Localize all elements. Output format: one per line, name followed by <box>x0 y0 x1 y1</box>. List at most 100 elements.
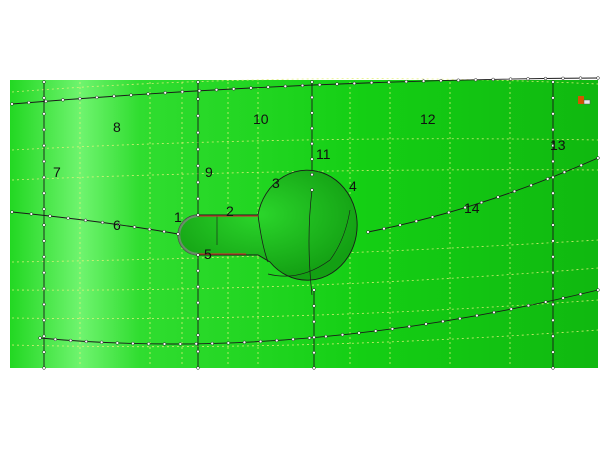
mesh-node <box>562 77 565 80</box>
mesh-node <box>311 96 314 99</box>
mesh-node <box>415 220 418 223</box>
mesh-node <box>552 303 555 306</box>
mesh-node <box>358 332 361 335</box>
mesh-node <box>250 87 253 90</box>
mesh-node <box>341 333 344 336</box>
edge-label-6: 6 <box>113 217 121 233</box>
mesh-node <box>43 367 46 370</box>
mesh-node <box>552 224 555 227</box>
mesh-node <box>552 271 555 274</box>
mesh-node <box>552 112 555 115</box>
mesh-node <box>30 213 33 216</box>
edge-label-10: 10 <box>253 111 269 127</box>
mesh-node <box>597 77 600 80</box>
mesh-node <box>232 88 235 91</box>
mesh-node <box>383 227 386 230</box>
mesh-node <box>197 285 200 288</box>
mesh-node <box>43 335 46 338</box>
mesh-node <box>311 189 314 192</box>
mesh-node <box>527 304 530 307</box>
mesh-node <box>227 342 230 345</box>
mesh-node <box>164 91 167 94</box>
mesh-node <box>163 343 166 346</box>
mesh-node <box>405 80 408 83</box>
mesh-node <box>197 269 200 272</box>
mesh-node <box>552 240 555 243</box>
mesh-node <box>459 317 462 320</box>
mesh-node <box>197 197 200 200</box>
mesh-node <box>552 81 555 84</box>
edge-label-4: 4 <box>349 178 357 194</box>
edge-label-8: 8 <box>113 119 121 135</box>
mesh-node <box>476 314 479 317</box>
mesh-node <box>311 81 314 84</box>
mesh-node <box>313 336 316 339</box>
mesh-node <box>552 192 555 195</box>
mesh-node <box>198 89 201 92</box>
mesh-node <box>197 214 200 217</box>
mesh-node <box>447 211 450 214</box>
mesh-node <box>284 85 287 88</box>
mesh-node <box>67 217 70 220</box>
mesh-node <box>391 328 394 331</box>
mesh-node <box>49 215 52 218</box>
mesh-node <box>311 142 314 145</box>
mesh-node <box>132 342 135 345</box>
mesh-node <box>275 339 278 342</box>
mesh-node <box>313 305 316 308</box>
mesh-node <box>552 367 555 370</box>
mesh-node <box>181 90 184 93</box>
mesh-node <box>43 287 46 290</box>
mesh-node <box>313 367 316 370</box>
mesh-node <box>177 233 180 236</box>
mesh-node <box>197 350 200 353</box>
mesh-node <box>563 171 566 174</box>
mesh-node <box>552 208 555 211</box>
mesh-node <box>179 343 182 346</box>
mesh-node <box>367 231 370 234</box>
mesh-node <box>318 83 321 86</box>
mesh-node <box>43 144 46 147</box>
mesh-node <box>243 341 246 344</box>
mesh-node <box>43 351 46 354</box>
mesh-node <box>43 224 46 227</box>
edge-label-11: 11 <box>316 146 331 162</box>
mesh-node <box>197 181 200 184</box>
edge-label-12: 12 <box>420 111 436 127</box>
edge-label-2: 2 <box>226 203 234 219</box>
mesh-node <box>197 131 200 134</box>
mesh-node <box>101 221 104 224</box>
mesh-node <box>267 86 270 89</box>
mesh-node <box>69 339 72 342</box>
mesh-node <box>552 255 555 258</box>
mesh-node <box>43 81 46 84</box>
mesh-node <box>43 208 46 211</box>
mesh-node <box>197 98 200 101</box>
mesh-node <box>133 226 136 229</box>
mesh-node <box>211 342 214 345</box>
mesh-node <box>552 176 555 179</box>
mesh-node <box>552 160 555 163</box>
mesh-node <box>493 311 496 314</box>
mesh-node <box>492 78 495 81</box>
mesh-node <box>113 95 116 98</box>
mesh-node <box>353 82 356 85</box>
mesh-node <box>43 255 46 258</box>
edge-label-13: 13 <box>550 137 566 153</box>
mesh-node <box>388 81 391 84</box>
mesh-node <box>79 97 82 100</box>
mesh-node <box>544 301 547 304</box>
mesh-node <box>62 99 65 102</box>
mesh-node <box>422 80 425 83</box>
mesh-node <box>54 338 57 341</box>
edge-label-3: 3 <box>272 175 280 191</box>
mesh-node <box>84 219 87 222</box>
mesh-node <box>552 335 555 338</box>
mesh-node <box>311 173 314 176</box>
mesh-node <box>11 211 14 214</box>
mesh-node <box>336 83 339 86</box>
mesh-node <box>163 230 166 233</box>
mesh-node <box>546 178 549 181</box>
